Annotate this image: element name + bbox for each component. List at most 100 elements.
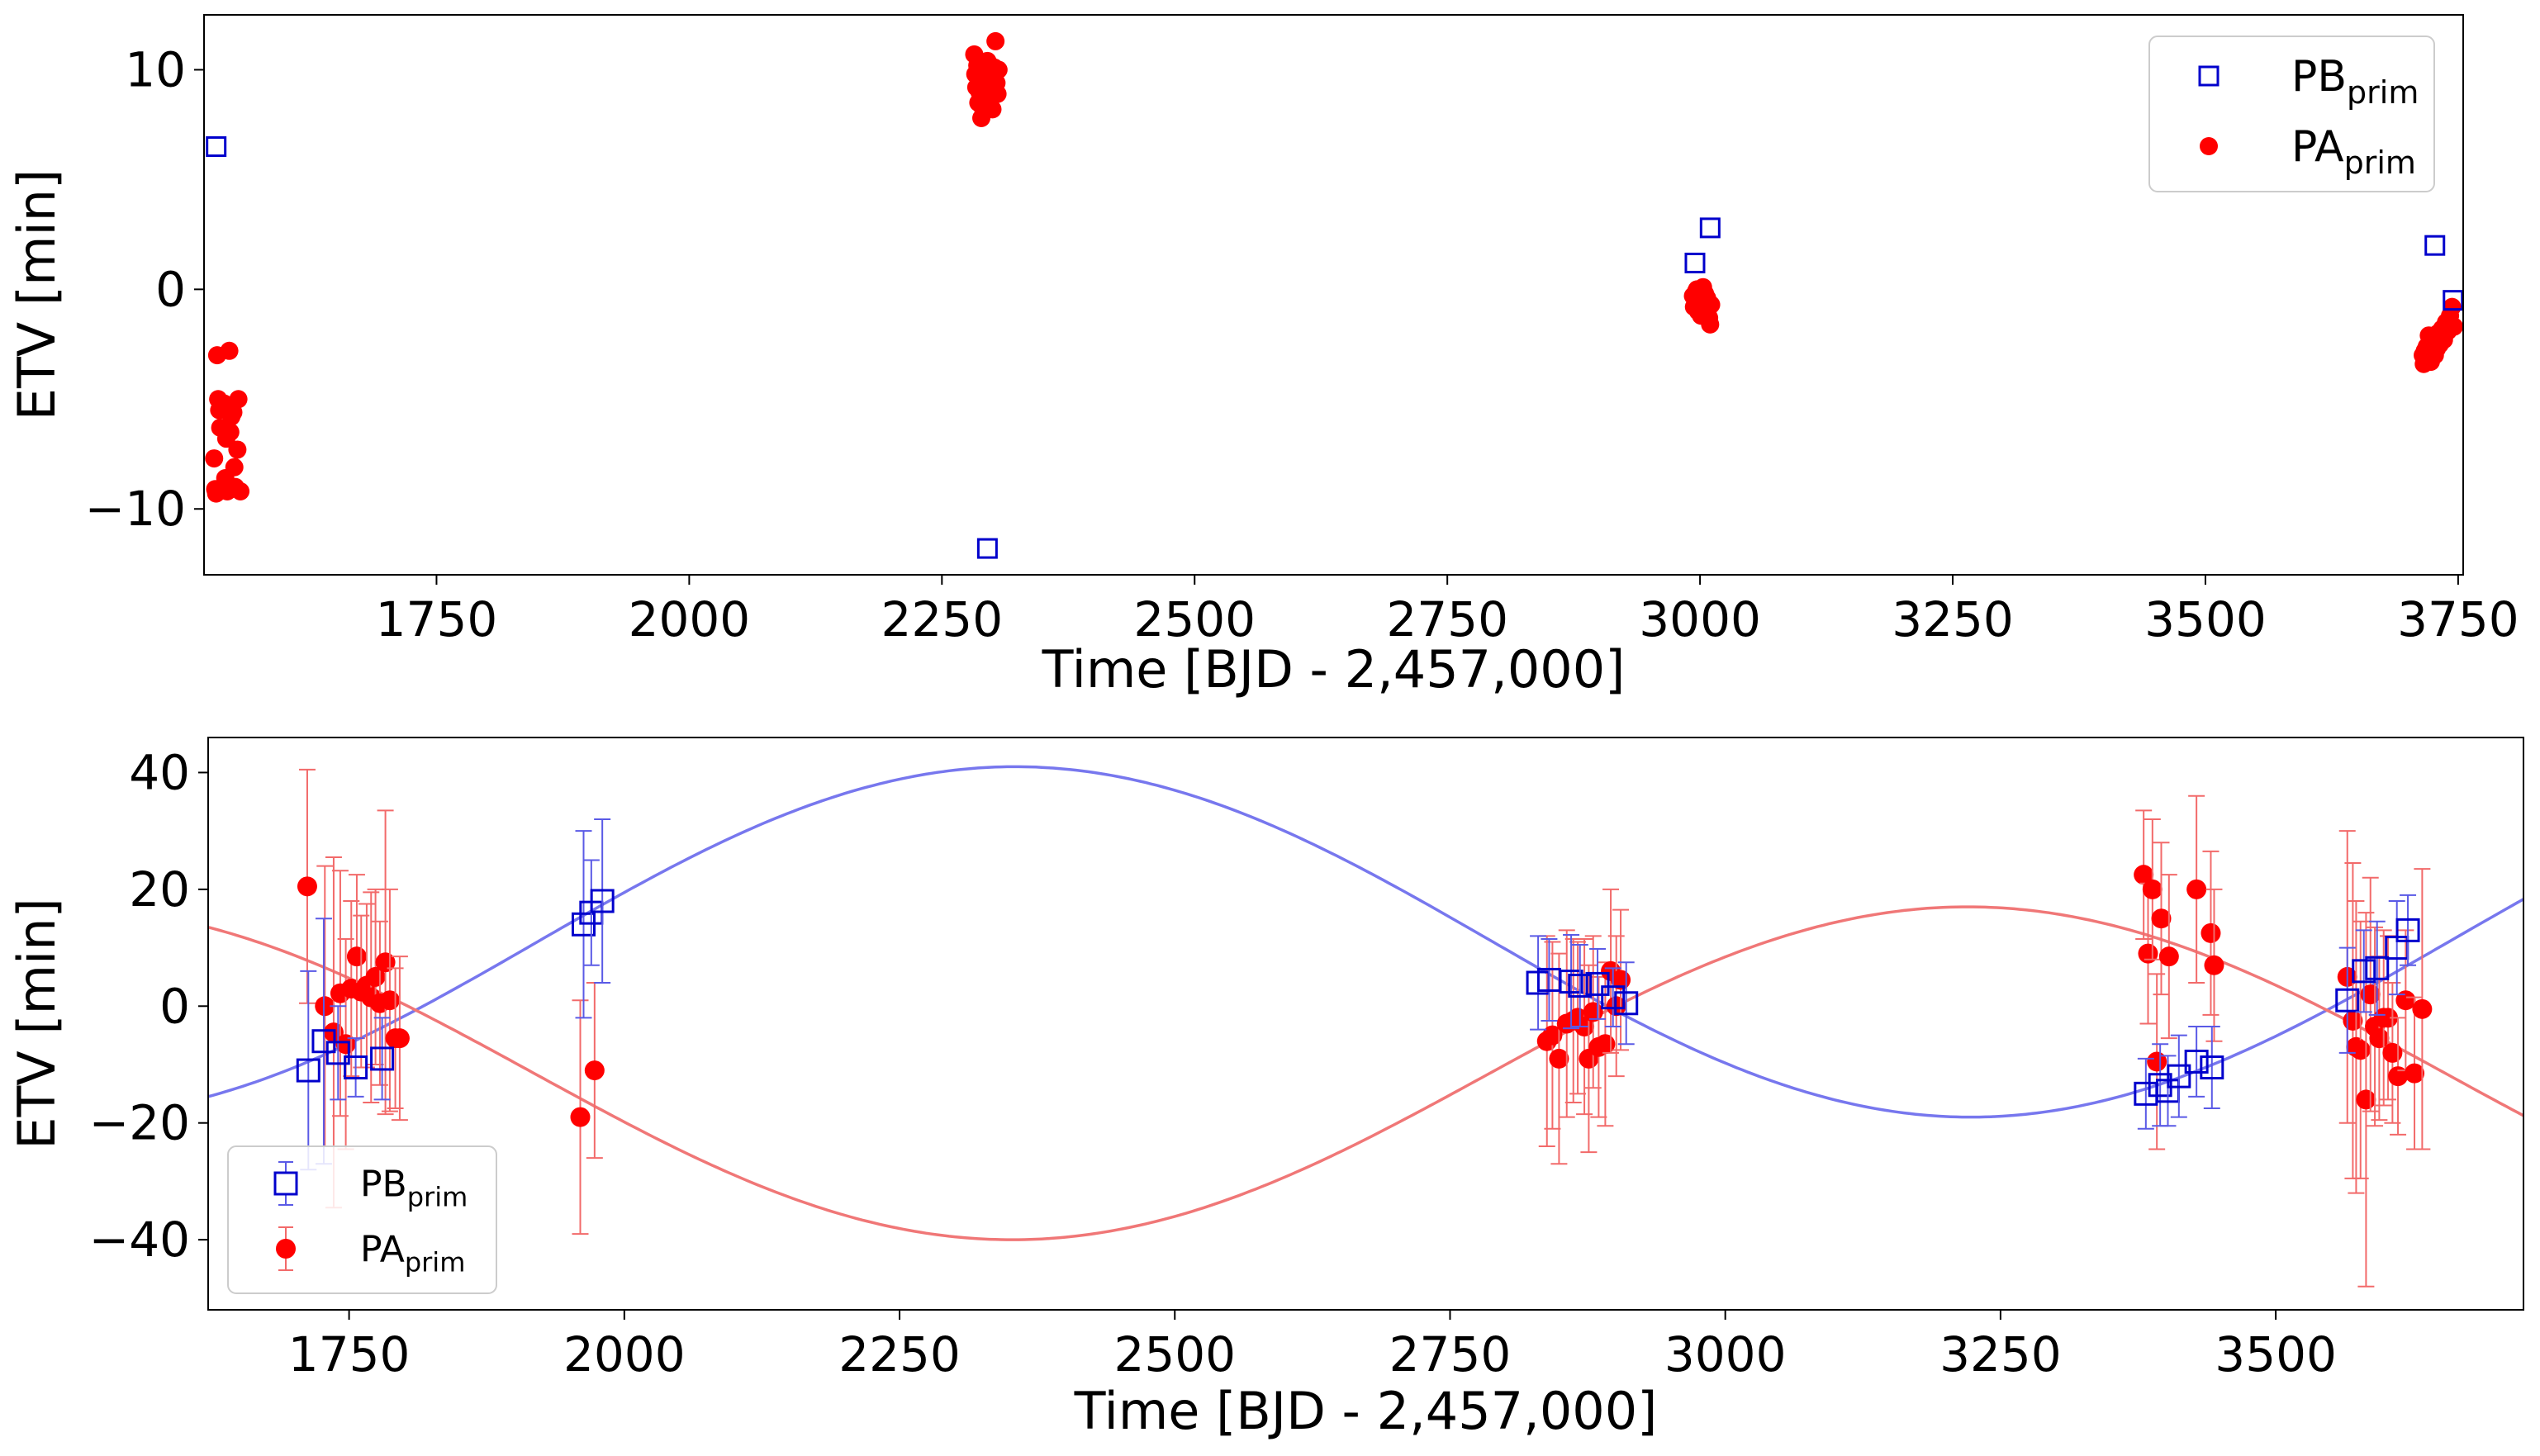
legend-label: PBprim [360, 1163, 468, 1212]
y-tick-label: 0 [159, 978, 190, 1034]
bottom-etv-panel: 1750 2000 2250 2500 2750 3000 3250 3500 −40 −20 0 2… [7, 737, 2524, 1441]
legend-box [2148, 36, 2435, 192]
data-point-pb_prim [344, 1055, 368, 1080]
data-point-pa_prim [2142, 879, 2163, 899]
data-point-pb_prim [976, 538, 998, 559]
data-point-pb_prim [2335, 988, 2360, 1013]
data-point-pa_prim [228, 440, 247, 459]
x-tick-label: 3750 [2397, 591, 2519, 647]
data-point-pb_prim [1568, 974, 1593, 998]
data-point-pb_prim [1699, 217, 1721, 239]
data-point-pb_prim [2395, 918, 2420, 942]
data-point-pa_prim [221, 423, 240, 442]
x-tick-label: 3000 [1639, 591, 1761, 647]
data-point-pa_prim [2158, 946, 2179, 967]
data-point-pa_prim [2405, 1063, 2425, 1084]
x-tick-label: 2250 [881, 591, 1004, 647]
legend-marker-pa [276, 1239, 296, 1259]
data-point-pa_prim [2350, 1040, 2371, 1060]
data-point-pb_prim [296, 1058, 320, 1083]
axes-frame [203, 14, 2464, 576]
data-point-pa_prim [229, 390, 248, 409]
y-tick-label: −40 [89, 1212, 190, 1268]
data-point-pa_prim [2138, 943, 2158, 964]
x-tick-label: 2750 [1386, 591, 1508, 647]
axes-frame [207, 737, 2524, 1311]
data-point-pa_prim [1542, 1025, 1563, 1046]
data-point-pb_prim [370, 1046, 395, 1071]
model-curve-PB_model [208, 765, 2523, 1119]
data-point-pb_prim [206, 136, 227, 158]
data-point-pb_prim [2148, 1073, 2172, 1098]
legend-label-subscript: prim [2344, 145, 2416, 181]
y-tick-label: −20 [89, 1095, 190, 1151]
data-point-pb_prim [325, 1041, 350, 1065]
y-tick-label: 40 [129, 744, 190, 800]
plot-area [205, 31, 2463, 559]
legend-marker-pa [2200, 137, 2218, 155]
top-etv-panel: 1750 2000 2250 2500 2750 3000 3250 3500 3750 −10 0… [7, 14, 2519, 700]
data-point-pa_prim [225, 458, 244, 477]
data-point-pa_prim [1595, 1034, 1616, 1055]
y-tick-label: 0 [155, 261, 186, 317]
data-point-pa_prim [2186, 879, 2207, 899]
x-tick-label: 2500 [1133, 591, 1256, 647]
data-point-pa_prim [315, 996, 335, 1017]
data-point-pa_prim [988, 84, 1007, 103]
data-point-pb_prim [1684, 252, 1706, 273]
data-point-pa_prim [986, 31, 1005, 50]
data-point-pa_prim [375, 952, 396, 973]
data-point-pb_prim [2184, 1049, 2209, 1074]
data-point-pa_prim [570, 1107, 591, 1127]
legend-marker-pb [273, 1171, 298, 1196]
x-tick-label: 3500 [2144, 591, 2267, 647]
data-point-pb_prim [590, 889, 615, 913]
data-point-pa_prim [2151, 908, 2172, 929]
data-point-pa_prim [1701, 315, 1720, 334]
data-point-pb_prim [2424, 235, 2446, 256]
data-point-pb_prim [1585, 971, 1610, 996]
data-point-pa_prim [2147, 1051, 2167, 1072]
x-tick-label: 1750 [288, 1326, 411, 1382]
data-point-pb_prim [2352, 959, 2376, 984]
y-axis-label: ETV [min] [7, 169, 67, 420]
data-point-pa_prim [2382, 1042, 2403, 1063]
data-point-pa_prim [297, 876, 317, 897]
x-tick-label: 2750 [1389, 1326, 1512, 1382]
data-point-pb_prim [2443, 290, 2463, 311]
data-point-pa_prim [231, 481, 250, 500]
data-point-pa_prim [2388, 1066, 2409, 1087]
x-tick-label: 1750 [376, 591, 498, 647]
x-tick-label: 3250 [1892, 591, 2014, 647]
x-tick-label: 2000 [629, 591, 751, 647]
legend-label-subscript: prim [405, 1247, 466, 1278]
y-axis-label: ETV [min] [7, 898, 67, 1149]
x-axis-label: Time [BJD - 2,457,000] [1074, 1381, 1658, 1441]
data-point-pa_prim [2443, 297, 2462, 316]
data-point-pb_prim [2365, 956, 2390, 980]
x-tick-label: 3500 [2215, 1326, 2337, 1382]
y-tick-label: −10 [85, 481, 186, 537]
x-tick-label: 3000 [1664, 1326, 1787, 1382]
data-point-pa_prim [2395, 990, 2416, 1011]
data-point-pa_prim [584, 1060, 605, 1081]
data-point-pa_prim [346, 946, 367, 967]
data-point-pa_prim [2356, 1089, 2376, 1110]
legend-label-subscript: prim [407, 1182, 468, 1213]
x-tick-label: 2500 [1113, 1326, 1236, 1382]
data-point-pa_prim [2444, 317, 2463, 336]
x-axis-label: Time [BJD - 2,457,000] [1042, 639, 1626, 700]
y-tick-label: 20 [129, 861, 190, 918]
data-point-pa_prim [379, 990, 400, 1011]
data-point-pa_prim [2412, 998, 2433, 1019]
data-point-pb_prim [1601, 985, 1626, 1010]
data-point-pb_prim [1614, 991, 1639, 1016]
legend-label-subscript: prim [2347, 74, 2419, 111]
x-tick-label: 3250 [1939, 1326, 2062, 1382]
data-point-pb_prim [2200, 1055, 2224, 1080]
x-tick-label: 2000 [563, 1326, 686, 1382]
data-point-pa_prim [2134, 865, 2154, 885]
data-point-pb_prim [1559, 970, 1583, 994]
x-tick-label: 2250 [838, 1326, 961, 1382]
